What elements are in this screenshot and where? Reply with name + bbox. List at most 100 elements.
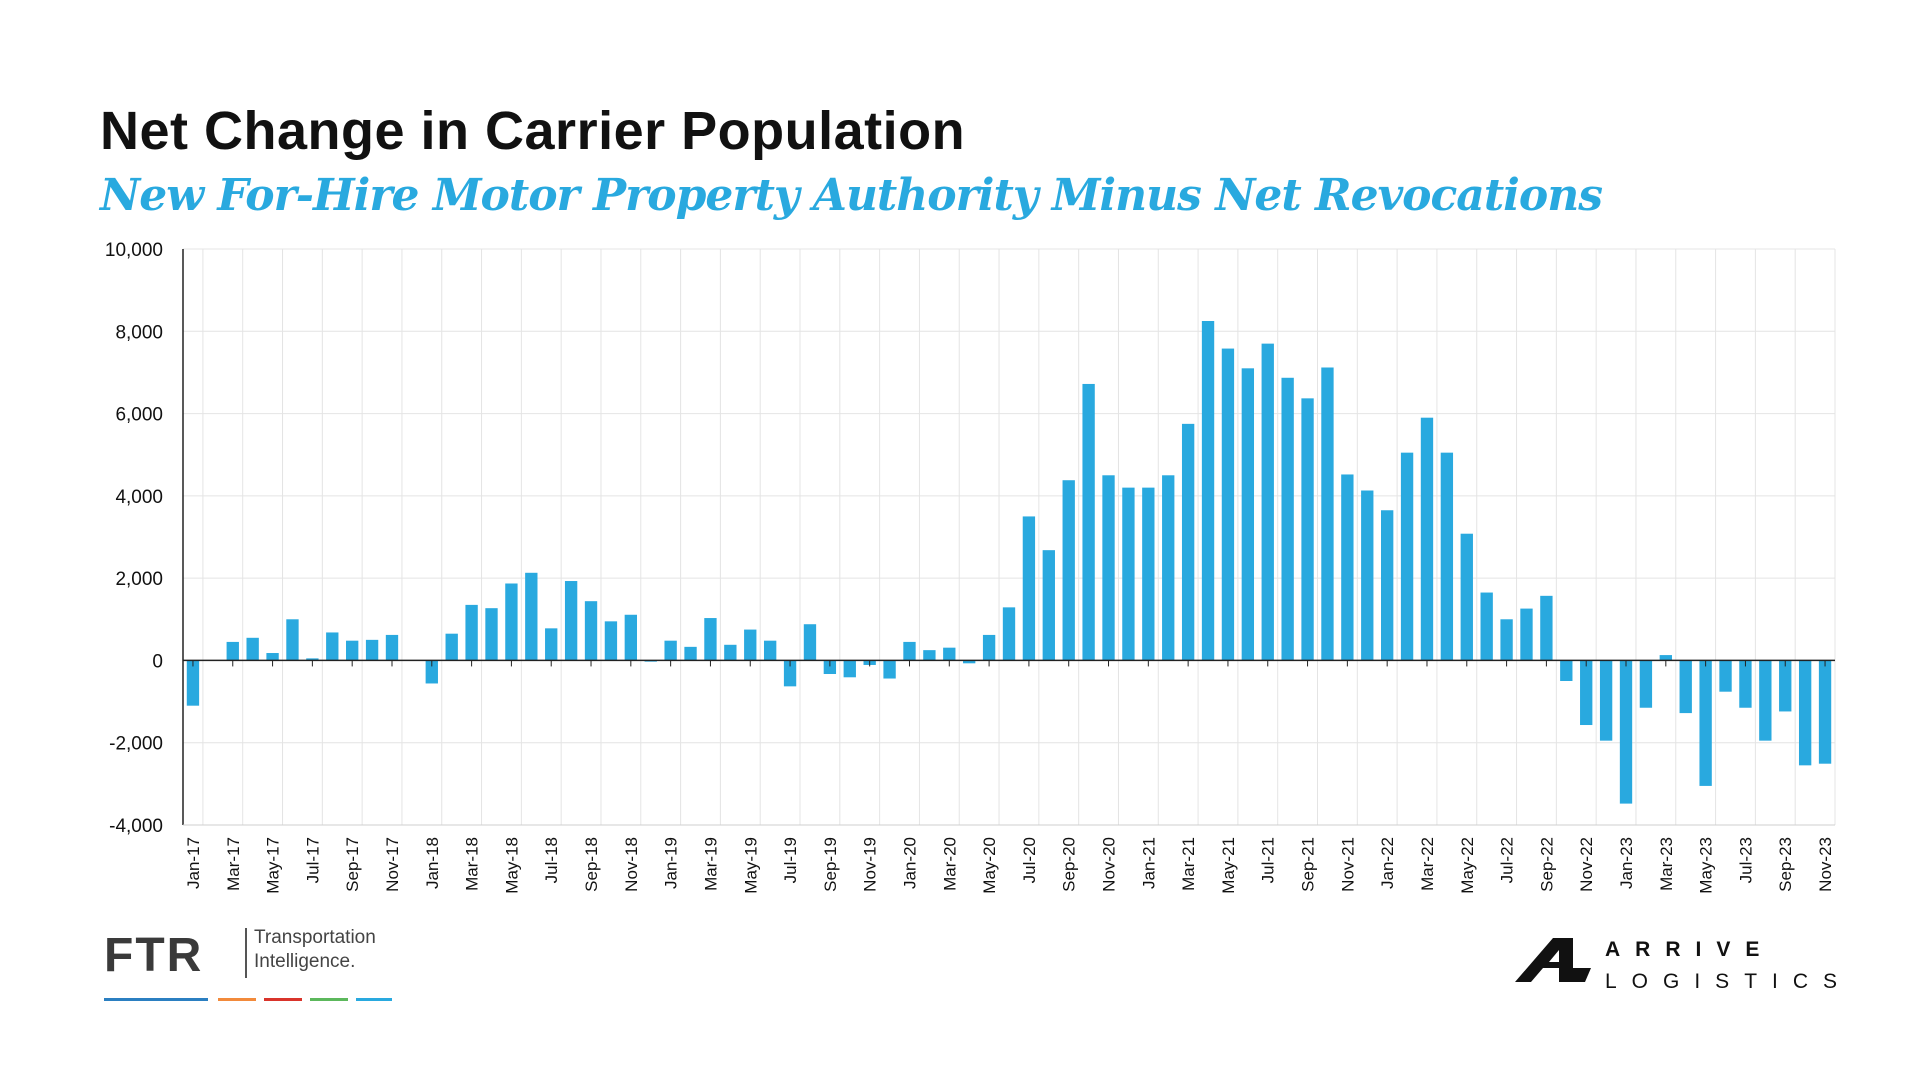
bar-Sep-22 bbox=[1540, 595, 1553, 661]
bar-Apr-18 bbox=[485, 608, 498, 661]
ftr-logo: FTR Transportation Intelligence. bbox=[104, 920, 404, 1010]
bar-Apr-23 bbox=[1679, 660, 1692, 714]
bar-Mar-19 bbox=[704, 618, 717, 661]
x-tick-label: May-19 bbox=[741, 837, 760, 894]
x-tick-label: Sep-18 bbox=[582, 837, 601, 892]
bar-Dec-22 bbox=[1599, 660, 1613, 741]
arrive-a-mark-icon bbox=[1515, 938, 1591, 982]
chart-title: Net Change in Carrier Population bbox=[100, 101, 966, 161]
arrive-word: ARRIVE bbox=[1605, 938, 1775, 961]
bar-Aug-19 bbox=[803, 624, 817, 661]
bar-Oct-21 bbox=[1321, 367, 1334, 661]
x-tick-label: May-18 bbox=[502, 837, 521, 894]
bar-May-19 bbox=[744, 629, 757, 661]
bar-Mar-18 bbox=[465, 604, 478, 661]
y-tick-label: -4,000 bbox=[109, 816, 163, 837]
bar-May-20 bbox=[982, 634, 996, 661]
x-tick-label: May-20 bbox=[980, 837, 999, 894]
axes bbox=[182, 249, 1835, 826]
bar-Dec-20 bbox=[1122, 487, 1135, 661]
bar-Aug-23 bbox=[1759, 660, 1772, 741]
x-tick-label: Nov-22 bbox=[1577, 837, 1596, 892]
gridlines bbox=[183, 248, 1836, 826]
bar-Jun-19 bbox=[763, 640, 777, 661]
bar-Nov-18 bbox=[624, 614, 638, 661]
ftr-logo-divider bbox=[245, 928, 247, 978]
x-tick-label: Mar-19 bbox=[701, 837, 720, 891]
bar-Apr-17 bbox=[246, 637, 259, 661]
bar-May-23 bbox=[1699, 660, 1712, 786]
bar-Jun-18 bbox=[525, 572, 538, 661]
bar-Feb-21 bbox=[1162, 475, 1175, 661]
ftr-stripe-green bbox=[310, 998, 348, 1001]
x-tick-label: May-21 bbox=[1219, 837, 1238, 894]
x-tick-label: Nov-17 bbox=[383, 837, 402, 892]
bar-Jul-23 bbox=[1739, 660, 1752, 708]
ftr-stripe-lightblue bbox=[356, 998, 392, 1001]
y-tick-label: -2,000 bbox=[109, 734, 163, 755]
x-tick-label: May-17 bbox=[264, 837, 283, 894]
x-tick-labels: Jan-17 Mar-17 May-17 Jul-17 Sep-17 Nov-17 Jan-… bbox=[184, 837, 1835, 894]
x-tick-label: Sep-20 bbox=[1060, 837, 1079, 892]
bar-Mar-21 bbox=[1181, 423, 1195, 661]
x-tick-label: Mar-23 bbox=[1657, 837, 1676, 891]
bar-May-17 bbox=[266, 653, 279, 661]
bar-Jul-21 bbox=[1261, 343, 1274, 661]
bar-Sep-21 bbox=[1301, 398, 1314, 661]
bar-Jul-20 bbox=[1022, 516, 1036, 661]
chart-subtitle: New For-Hire Motor Property Authority Mi… bbox=[100, 170, 1603, 221]
bar-Sep-19 bbox=[823, 660, 837, 675]
bar-Oct-23 bbox=[1798, 660, 1812, 766]
x-tick-label: May-23 bbox=[1697, 837, 1716, 894]
x-tick-label: Jul-17 bbox=[303, 837, 322, 883]
bar-Nov-21 bbox=[1341, 474, 1354, 661]
ftr-tagline-line1: Transportation bbox=[254, 927, 376, 948]
y-tick-labels: 10,000 8,000 6,000 4,000 2,000 0 -2,000 -4,000 bbox=[105, 240, 163, 837]
x-tick-label: Sep-23 bbox=[1776, 837, 1795, 892]
y-tick-label: 10,000 bbox=[105, 240, 163, 261]
x-tick-label: Nov-18 bbox=[622, 837, 641, 892]
x-tick-label: Nov-21 bbox=[1338, 837, 1357, 892]
bar-Nov-23 bbox=[1818, 660, 1832, 764]
ftr-logo-letters: FTR bbox=[104, 929, 204, 982]
bar-Oct-20 bbox=[1082, 383, 1095, 661]
y-tick-label: 4,000 bbox=[115, 487, 163, 508]
bar-Jun-22 bbox=[1480, 592, 1493, 661]
x-tick-label: Jul-22 bbox=[1498, 837, 1517, 883]
x-tick-label: Sep-17 bbox=[343, 837, 362, 892]
bar-Dec-19 bbox=[883, 660, 896, 679]
bar-Apr-19 bbox=[724, 644, 737, 661]
bar-Sep-18 bbox=[584, 601, 598, 661]
bar-Jul-19 bbox=[783, 660, 797, 687]
y-tick-label: 6,000 bbox=[115, 405, 163, 426]
bar-May-18 bbox=[505, 583, 518, 661]
bar-Aug-20 bbox=[1042, 550, 1055, 661]
bar-Jul-18 bbox=[545, 628, 558, 661]
ftr-logo-tagline: Transportation Intelligence. bbox=[254, 926, 376, 974]
x-tick-label: Sep-21 bbox=[1299, 837, 1318, 892]
bar-Feb-22 bbox=[1400, 452, 1414, 661]
bar-Sep-23 bbox=[1779, 660, 1792, 712]
bar-Nov-20 bbox=[1102, 475, 1115, 661]
x-tick-label: Jul-23 bbox=[1736, 837, 1755, 883]
x-tick-label: Mar-18 bbox=[463, 837, 482, 891]
x-tick-label: Mar-22 bbox=[1418, 837, 1437, 891]
ftr-logo-stripes bbox=[104, 998, 392, 1002]
bar-Feb-20 bbox=[923, 650, 936, 661]
bar-Jan-17 bbox=[186, 660, 200, 706]
x-tick-label: Sep-19 bbox=[821, 837, 840, 892]
ftr-stripe-orange bbox=[218, 998, 256, 1001]
bar-May-21 bbox=[1221, 348, 1235, 661]
bar-Feb-23 bbox=[1639, 660, 1653, 708]
bar-Aug-21 bbox=[1281, 377, 1294, 661]
bar-Aug-17 bbox=[326, 632, 339, 661]
bar-Nov-22 bbox=[1580, 660, 1593, 726]
bar-Dec-21 bbox=[1361, 490, 1374, 661]
bar-Jan-23 bbox=[1619, 660, 1633, 804]
bar-Jan-22 bbox=[1380, 510, 1394, 661]
x-tick-label: Jul-21 bbox=[1259, 837, 1278, 883]
x-tick-label: Jan-23 bbox=[1617, 837, 1636, 889]
bar-Aug-22 bbox=[1520, 608, 1533, 661]
bar-Aug-18 bbox=[564, 581, 578, 661]
